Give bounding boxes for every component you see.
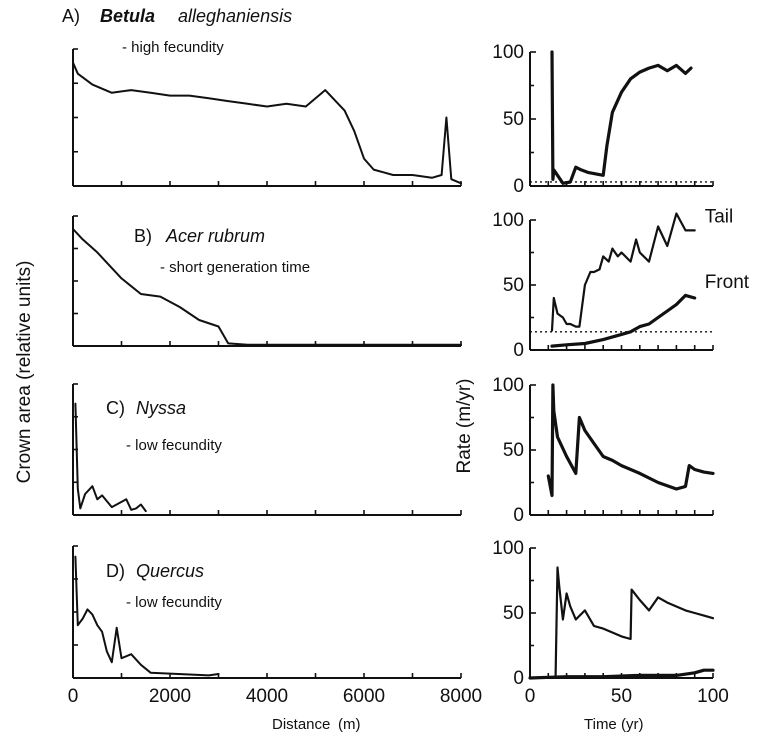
series-line-front xyxy=(550,293,697,348)
series-line xyxy=(550,50,693,185)
chart-3 xyxy=(72,383,462,516)
series-line xyxy=(546,383,715,498)
x-tick-label: 2000 xyxy=(149,686,191,707)
series-line xyxy=(72,228,462,346)
panel-b-letter: B) xyxy=(134,226,152,246)
panel-b-title: B) Acer rubrum - short generation time xyxy=(134,226,310,276)
left-x-axis-label-word: Distance xyxy=(272,716,330,733)
y-tick-label: 50 xyxy=(503,603,524,624)
panel-d-note: - low fecundity xyxy=(126,594,222,611)
chart-8: 0 50 100 0 50 100 xyxy=(492,538,729,707)
panel-b-genus: Acer rubrum xyxy=(165,226,265,246)
chart-6: 0 50 100 Tail Front xyxy=(492,206,749,361)
y-tick-label: 0 xyxy=(513,668,524,689)
x-tick-label: 4000 xyxy=(246,686,288,707)
panel-b-note: - short generation time xyxy=(160,259,310,276)
x-tick-label: 0 xyxy=(68,686,79,707)
left-x-axis-label-unit: (m) xyxy=(338,716,361,733)
series-line xyxy=(74,402,147,513)
plot-area: 0 2000 4000 6000 8000 0 50 100 0 50 100 Tail Front 0 5… xyxy=(68,42,750,707)
x-tick-label: 50 xyxy=(611,686,632,707)
x-tick-label: 6000 xyxy=(343,686,385,707)
series-label: Tail xyxy=(705,206,734,227)
series-line xyxy=(528,668,715,680)
y-tick-label: 50 xyxy=(503,109,524,130)
chart-5: 0 50 100 xyxy=(492,42,714,197)
panel-c-letter: C) xyxy=(106,398,125,418)
series-line-tail xyxy=(550,212,696,332)
y-tick-label: 0 xyxy=(513,340,524,361)
panel-c-title: C) Nyssa - low fecundity xyxy=(106,398,222,454)
panel-a-title: A) Betula alleghaniensis - high fecundit… xyxy=(62,6,292,56)
x-tick-label: 100 xyxy=(697,686,729,707)
right-x-axis-label-word: Time xyxy=(584,716,617,733)
series-label: Front xyxy=(705,272,750,293)
panel-a-note: - high fecundity xyxy=(122,39,224,56)
y-tick-label: 100 xyxy=(492,210,524,231)
x-tick-label: 0 xyxy=(525,686,536,707)
y-tick-label: 100 xyxy=(492,42,524,63)
y-tick-label: 50 xyxy=(503,275,524,296)
chart-4: 0 2000 4000 6000 8000 xyxy=(68,545,482,707)
y-tick-label: 100 xyxy=(492,375,524,396)
right-x-axis-label-unit: (yr) xyxy=(621,716,644,733)
panel-a-letter: A) xyxy=(62,6,80,26)
y-tick-label: 0 xyxy=(513,505,524,526)
chart-1 xyxy=(72,48,462,187)
panel-a-genus: Betula xyxy=(100,6,155,26)
panel-c-note: - low fecundity xyxy=(126,437,222,454)
panel-c-genus: Nyssa xyxy=(136,398,186,418)
x-tick-label: 8000 xyxy=(440,686,482,707)
chart-7: 0 50 100 xyxy=(492,375,715,526)
panel-d-title: D) Quercus - low fecundity xyxy=(106,561,222,611)
left-y-axis-label: Crown area (relative units) xyxy=(14,261,35,484)
panel-d-genus: Quercus xyxy=(136,561,204,581)
y-tick-label: 100 xyxy=(492,538,524,559)
series-line xyxy=(74,555,220,677)
y-tick-label: 50 xyxy=(503,440,524,461)
chart-2 xyxy=(72,215,462,347)
panel-a-species: alleghaniensis xyxy=(178,6,292,26)
series-line xyxy=(554,566,715,677)
series-line xyxy=(72,61,462,185)
right-y-axis-label: Rate (m/yr) xyxy=(454,379,475,474)
y-tick-label: 0 xyxy=(513,176,524,197)
panel-d-letter: D) xyxy=(106,561,125,581)
